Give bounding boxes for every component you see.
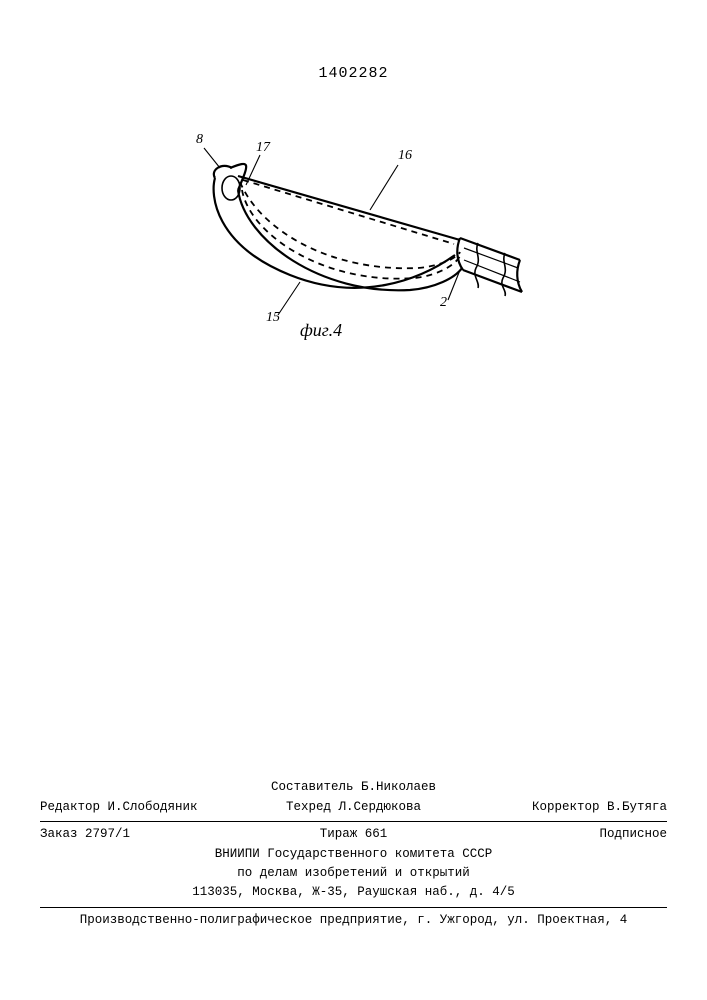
divider-1 [40,821,667,822]
compiler-line: Составитель Б.Николаев [40,778,667,797]
callout-8: 8 [196,132,203,148]
figure-4: 8 17 16 15 2 [160,140,540,340]
document-number: 1402282 [0,65,707,82]
org-line2: по делам изобретений и открытий [40,864,667,883]
divider-2 [40,907,667,908]
order-number: 2797/1 [85,827,130,841]
corrector-label: Корректор [532,800,600,814]
subscription-cell: Подписное [458,825,667,844]
tirazh-cell: Тираж 661 [249,825,458,844]
org-line1: ВНИИПИ Государственного комитета СССР [40,845,667,864]
editor-label: Редактор [40,800,100,814]
compiler-label: Составитель [271,780,354,794]
techred-label: Техред [286,800,331,814]
figure-svg [160,140,540,340]
order-label: Заказ [40,827,78,841]
tirazh-value: 661 [365,827,388,841]
org-address: 113035, Москва, Ж-35, Раушская наб., д. … [40,883,667,902]
corrector-cell: Корректор В.Бутяга [458,798,667,817]
techred-name: Л.Сердюкова [339,800,422,814]
compiler-name: Б.Николаев [361,780,436,794]
corrector-name: В.Бутяга [607,800,667,814]
callout-16: 16 [398,148,412,164]
subscription-label: Подписное [599,827,667,841]
printer-line: Производственно-полиграфическое предприя… [40,911,667,930]
order-cell: Заказ 2797/1 [40,825,249,844]
callout-17: 17 [256,140,270,156]
techred-cell: Техред Л.Сердюкова [249,798,458,817]
order-row: Заказ 2797/1 Тираж 661 Подписное [40,825,667,844]
tirazh-label: Тираж [320,827,358,841]
editor-cell: Редактор И.Слободяник [40,798,249,817]
credits-row: Редактор И.Слободяник Техред Л.Сердюкова… [40,798,667,817]
callout-2: 2 [440,295,447,311]
figure-caption: фиг.4 [300,320,342,341]
editor-name: И.Слободяник [108,800,198,814]
callout-15: 15 [266,310,280,326]
footer: Составитель Б.Николаев Редактор И.Слобод… [40,778,667,930]
